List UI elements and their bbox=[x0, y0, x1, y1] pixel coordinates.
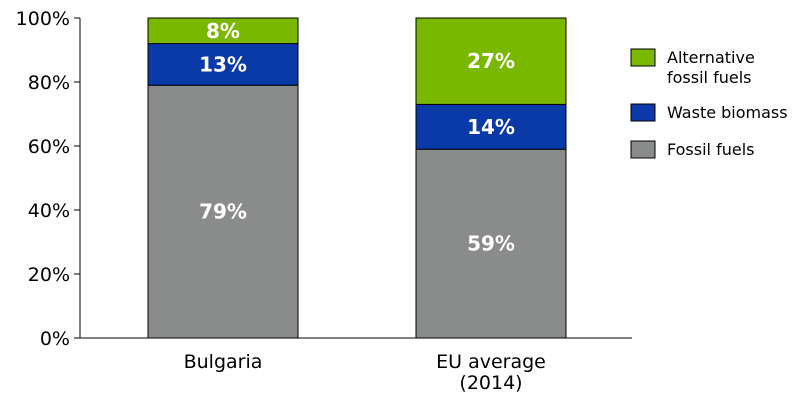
bar-segment bbox=[147, 84, 299, 339]
y-tick-label: 60% bbox=[28, 136, 70, 158]
legend-label: Fossil fuels bbox=[667, 140, 754, 159]
data-label: 13% bbox=[199, 52, 247, 76]
bar-segment bbox=[415, 103, 567, 150]
x-category-label: EU average (2014) bbox=[436, 351, 546, 394]
legend: Alternative fossil fuels Waste biomass Foss… bbox=[630, 48, 788, 159]
bar-segment bbox=[415, 17, 567, 105]
y-tick-label: 40% bbox=[28, 200, 70, 222]
bar-segment bbox=[147, 17, 299, 45]
bar-segment bbox=[415, 148, 567, 339]
x-category-label: Bulgaria bbox=[184, 351, 263, 373]
data-labels: 79% 13% 8% 59% 14% 27% bbox=[199, 19, 515, 256]
legend-label: Waste biomass bbox=[667, 103, 788, 122]
data-label: 59% bbox=[467, 232, 515, 256]
legend-swatch bbox=[630, 103, 656, 122]
data-label: 14% bbox=[467, 115, 515, 139]
y-tick-label: 20% bbox=[28, 264, 70, 286]
y-tick-label: 80% bbox=[28, 72, 70, 94]
bars bbox=[147, 17, 567, 339]
y-tick-label: 100% bbox=[16, 8, 70, 30]
legend-label: Alternative fossil fuels bbox=[667, 48, 755, 87]
data-label: 27% bbox=[467, 49, 515, 73]
bar-segment bbox=[147, 43, 299, 86]
data-label: 79% bbox=[199, 200, 247, 224]
legend-swatch bbox=[630, 140, 656, 159]
legend-swatch bbox=[630, 48, 656, 67]
axes: 0% 20% 40% 60% 80% 100% Bulgaria EU average (201… bbox=[16, 8, 632, 394]
data-label: 8% bbox=[206, 19, 240, 43]
y-tick-label: 0% bbox=[40, 328, 70, 350]
